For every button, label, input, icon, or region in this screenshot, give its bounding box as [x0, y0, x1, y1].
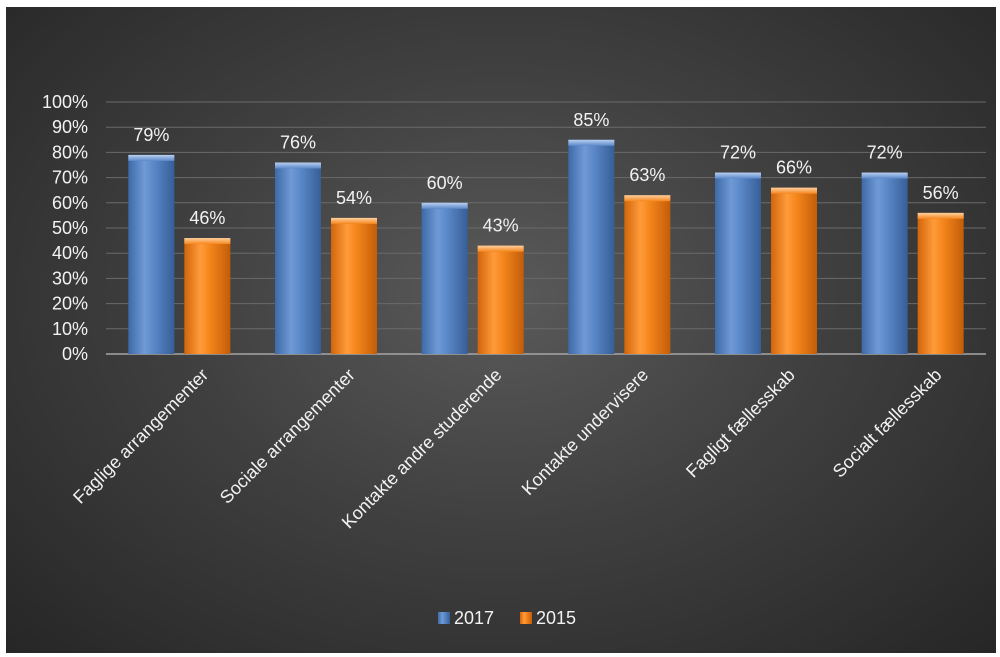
bars: [128, 139, 964, 354]
bar-body: [184, 238, 231, 354]
y-tick-label: 70%: [52, 168, 88, 188]
y-tick-label: 60%: [52, 193, 88, 213]
bar-2017-5: [861, 172, 908, 354]
data-label: 63%: [629, 165, 665, 185]
bar-body: [275, 162, 321, 354]
y-axis: 0% 10% 20% 30% 40% 50% 60% 70% 80% 90% 100%: [42, 92, 88, 364]
data-label: 79%: [133, 125, 169, 145]
bar-bevel: [128, 154, 175, 161]
bar-bevel: [861, 172, 908, 179]
y-tick-label: 50%: [52, 218, 88, 238]
y-tick-label: 20%: [52, 294, 88, 314]
x-category-label: Sociale arrangementer: [216, 365, 359, 508]
data-label: 56%: [923, 183, 959, 203]
bar-2017-0: [128, 154, 175, 354]
bar-2015-3: [624, 195, 671, 354]
legend-label: 2017: [454, 608, 494, 628]
bar-2017-2: [421, 202, 468, 354]
bar-body: [771, 187, 817, 354]
y-tick-label: 100%: [42, 92, 88, 112]
legend-swatch: [438, 612, 450, 624]
bar-bevel: [477, 245, 524, 252]
chart-area: 0% 10% 20% 30% 40% 50% 60% 70% 80% 90% 100% 79% 46%…: [6, 7, 996, 653]
y-tick-label: 40%: [52, 243, 88, 263]
bar-2017-3: [568, 139, 615, 354]
bar-2015-2: [477, 245, 524, 354]
legend-item-2015: 2015: [520, 608, 576, 628]
bar-bevel: [275, 162, 321, 169]
legend: 2017 2015: [438, 608, 576, 628]
x-category-label: Kontakte undervisere: [518, 365, 652, 499]
bar-bevel: [568, 139, 615, 146]
y-tick-label: 30%: [52, 268, 88, 288]
bar-2015-0: [184, 238, 231, 354]
bar-body: [421, 202, 468, 354]
data-label: 85%: [573, 110, 609, 130]
bar-body: [861, 172, 908, 354]
bar-2015-5: [917, 212, 964, 354]
bar-body: [715, 172, 761, 354]
bar-chart: 0% 10% 20% 30% 40% 50% 60% 70% 80% 90% 100% 79% 46%…: [42, 92, 986, 628]
bar-bevel: [917, 212, 964, 219]
y-tick-label: 80%: [52, 142, 88, 162]
bar-2015-4: [771, 187, 817, 354]
bar-body: [331, 217, 377, 354]
data-labels: 79% 46% 76% 54% 60% 43% 85% 63% 72% 66% 72% 56%: [133, 110, 958, 236]
data-label: 60%: [427, 173, 463, 193]
bar-bevel: [421, 202, 468, 209]
bar-bevel: [331, 217, 377, 224]
bar-body: [477, 245, 524, 354]
bar-body: [624, 195, 671, 354]
bar-2017-1: [275, 162, 321, 354]
data-label: 46%: [189, 208, 225, 228]
data-label: 66%: [776, 158, 812, 178]
bar-bevel: [184, 238, 231, 245]
x-category-label: Faglige arrangementer: [69, 365, 212, 508]
data-label: 76%: [280, 132, 316, 152]
data-label: 72%: [720, 143, 756, 163]
data-label: 72%: [867, 143, 903, 163]
legend-swatch: [520, 612, 532, 624]
bar-bevel: [771, 187, 817, 194]
data-label: 54%: [336, 188, 372, 208]
data-label: 43%: [483, 216, 519, 236]
x-category-label: Socialt fællesskab: [829, 365, 946, 482]
y-tick-label: 0%: [62, 344, 88, 364]
bar-body: [568, 139, 615, 354]
y-tick-label: 10%: [52, 319, 88, 339]
bar-2015-1: [331, 217, 377, 354]
gridlines: [106, 101, 986, 355]
bar-body: [917, 212, 964, 354]
x-axis: Faglige arrangementer Sociale arrangement…: [69, 365, 945, 533]
x-category-label: Fagligt fællesskab: [682, 365, 799, 482]
bar-bevel: [715, 172, 761, 179]
legend-item-2017: 2017: [438, 608, 494, 628]
bar-body: [128, 154, 175, 354]
bar-2017-4: [715, 172, 761, 354]
legend-label: 2015: [536, 608, 576, 628]
x-category-label: Kontakte andre studerende: [338, 365, 506, 533]
y-tick-label: 90%: [52, 117, 88, 137]
bar-bevel: [624, 195, 671, 202]
